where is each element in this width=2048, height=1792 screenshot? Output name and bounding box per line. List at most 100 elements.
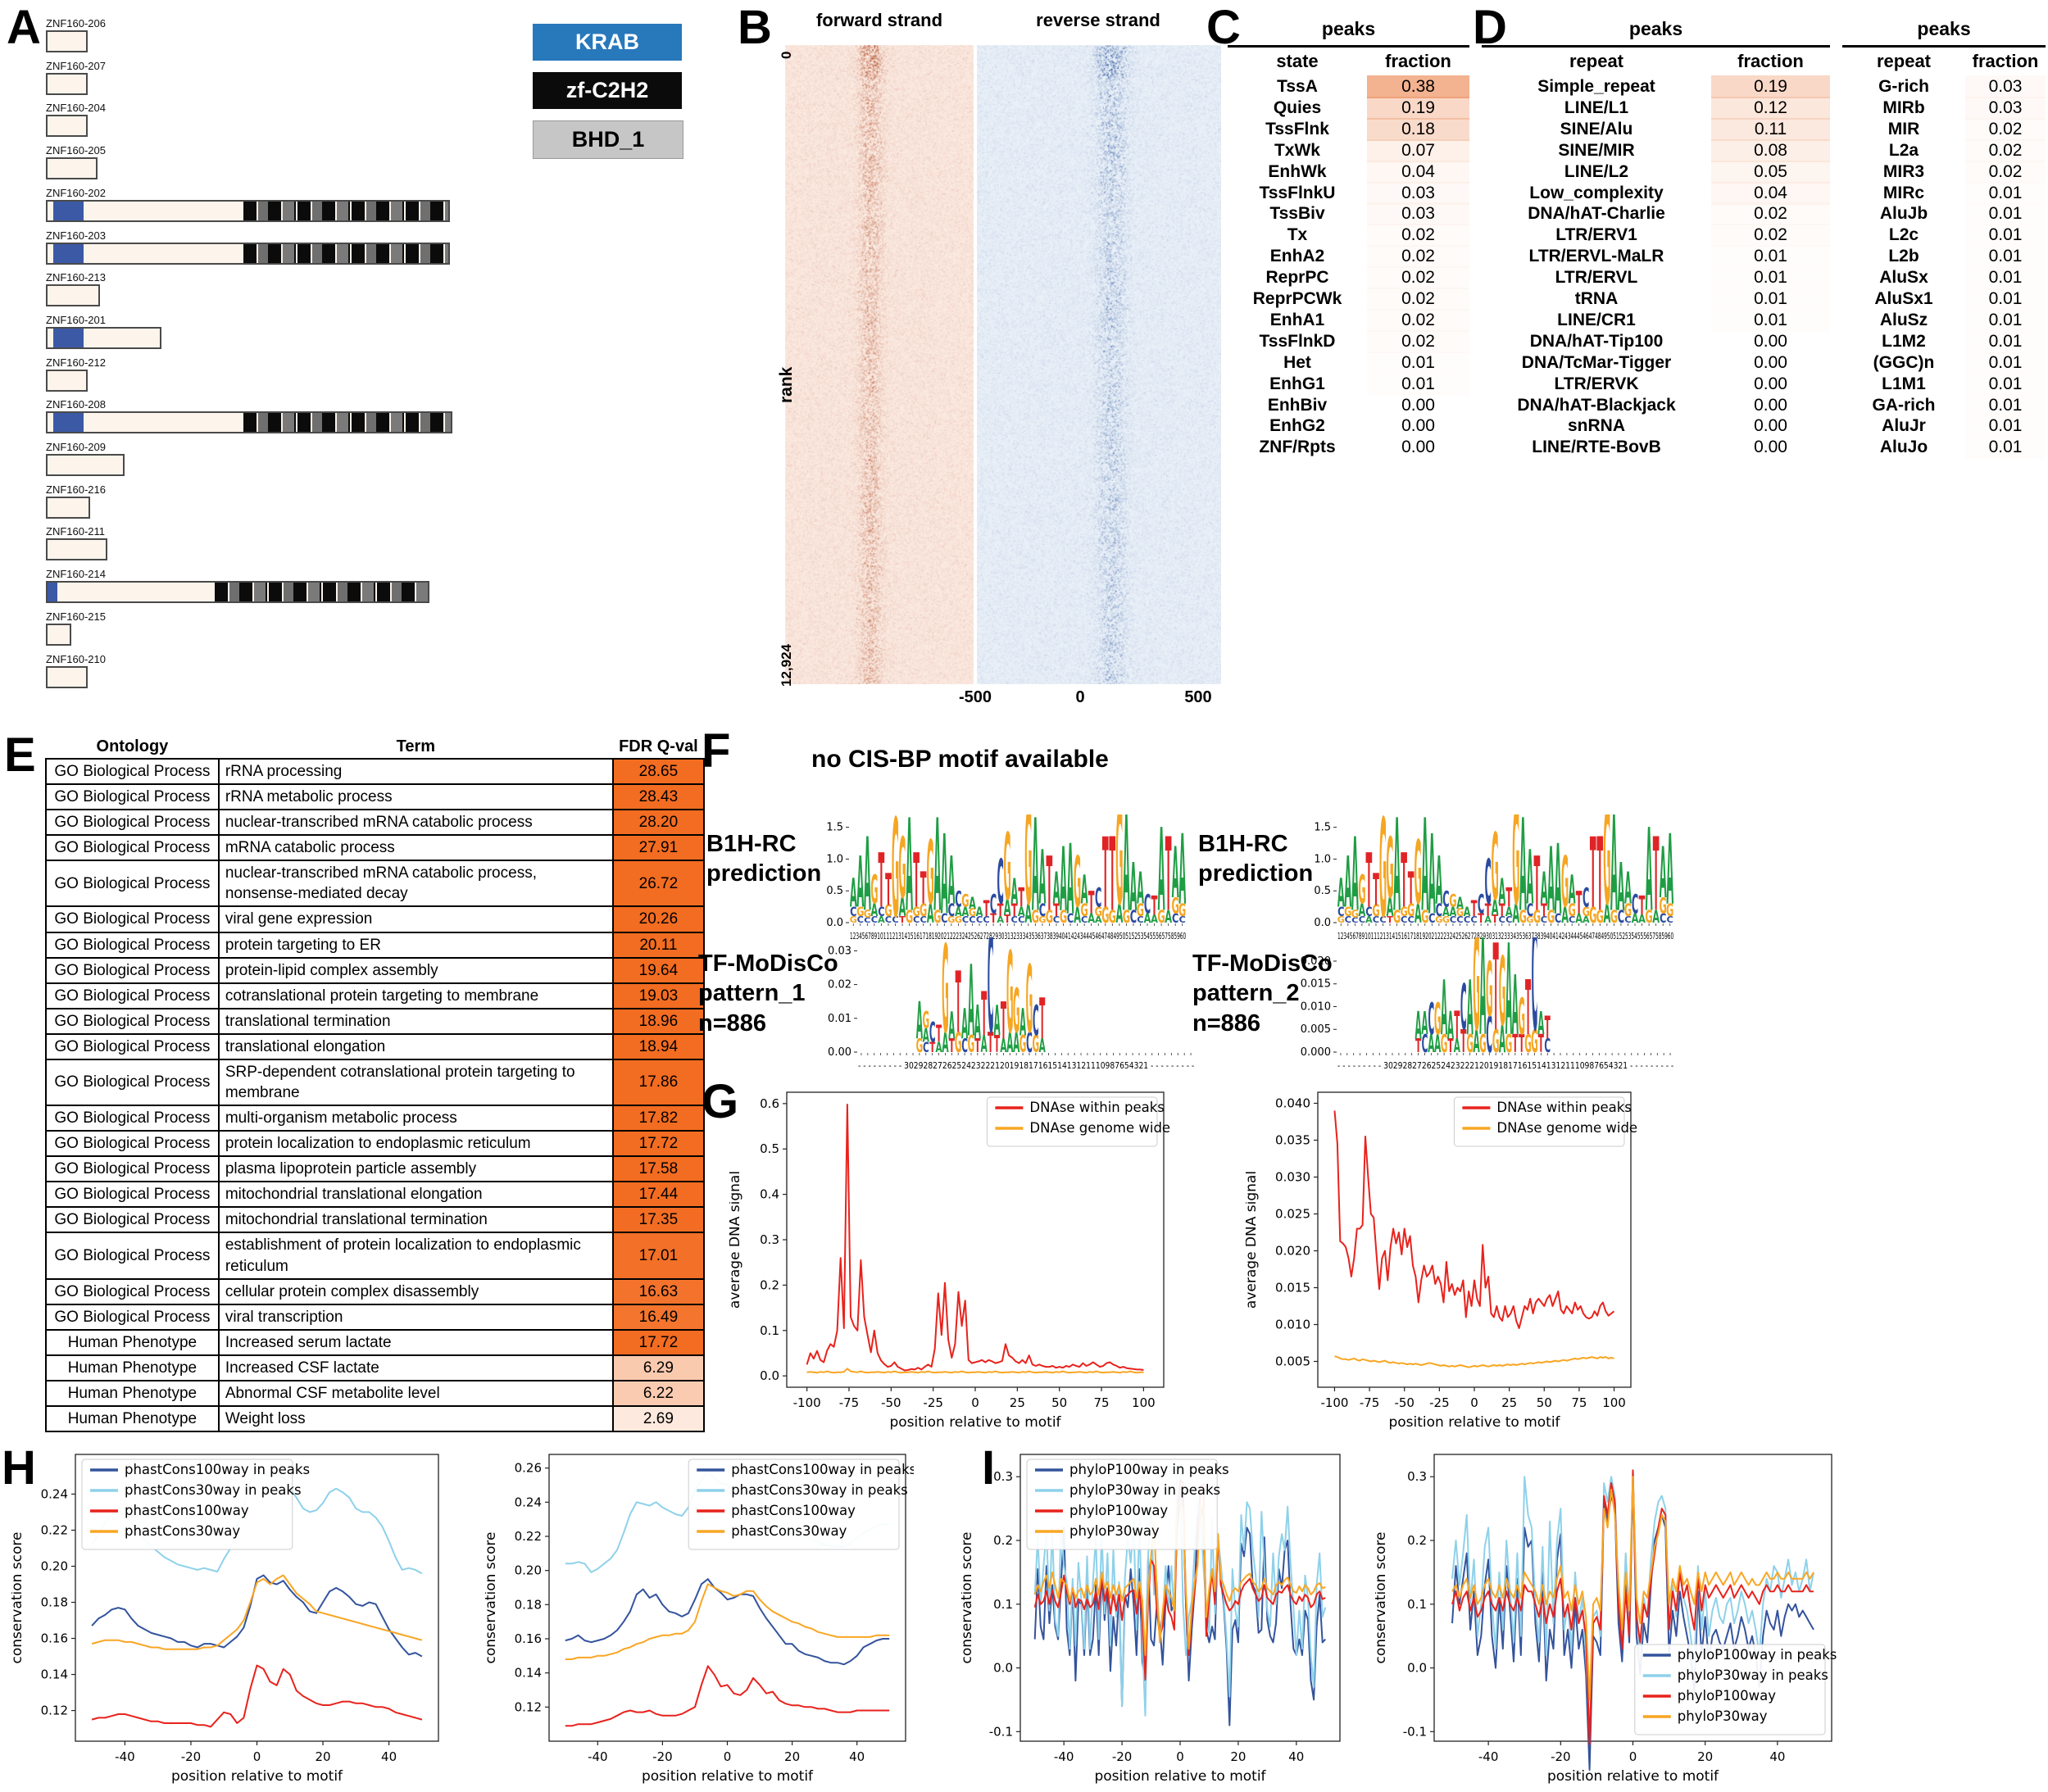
svg-text:1.0: 1.0 <box>1314 853 1331 865</box>
svg-text:100: 100 <box>1602 1395 1626 1410</box>
ontology-cell: GO Biological Process <box>46 835 219 860</box>
svg-text:T: T <box>1576 884 1583 921</box>
svg-text:conservation score: conservation score <box>485 1532 499 1664</box>
fdr-qval-cell: 26.72 <box>613 860 704 906</box>
svg-text:A: A <box>1010 872 1018 912</box>
ontology-cell: GO Biological Process <box>46 1059 219 1105</box>
row-label: AluJr <box>1842 416 1965 436</box>
term-cell: mRNA catabolic process <box>219 835 613 860</box>
row-label: LTR/ERVL-MaLR <box>1482 247 1711 266</box>
row-fraction-value: 0.02 <box>1367 330 1469 353</box>
row-label: Tx <box>1228 225 1367 245</box>
go-table-row: Human Phenotype Weight loss 2.69 <box>46 1406 704 1431</box>
svg-text:0.015: 0.015 <box>1301 978 1331 991</box>
svg-text:1.0: 1.0 <box>826 853 843 865</box>
svg-text:A: A <box>1498 872 1505 912</box>
svg-text:phastCons30way in peaks: phastCons30way in peaks <box>125 1482 302 1498</box>
fdr-qval-cell: 17.01 <box>613 1232 704 1278</box>
fdr-qval-cell: 18.94 <box>613 1034 704 1059</box>
go-table-header-row: Ontology Term FDR Q-val <box>46 736 704 759</box>
protein-segment <box>48 413 53 432</box>
svg-text:A: A <box>1569 869 1576 914</box>
row-label: LTR/ERVK <box>1482 374 1711 394</box>
svg-text:A: A <box>1337 872 1345 917</box>
dnase-signal-chart-right: 0.005 0.010 0.015 0.020 0.025 0.030 0.035 0.040… <box>1246 1086 1639 1442</box>
svg-text:20: 20 <box>315 1749 330 1764</box>
ontology-cell: GO Biological Process <box>46 1131 219 1156</box>
svg-text:0: 0 <box>1470 1395 1478 1410</box>
chart-h2-svg: 0.120.140.160.180.200.220.240.26-40 -20 0 2… <box>485 1448 914 1792</box>
row-fraction-value: 0.19 <box>1367 97 1469 120</box>
protein-segment <box>48 75 86 93</box>
row-label: GA-rich <box>1842 396 1965 415</box>
isoform-name: ZNF160-204 <box>46 102 106 114</box>
heatmap-xtick-neg500: -500 <box>959 688 992 707</box>
domain-legend: KRAB zf-C2H2 BHD_1 <box>533 24 682 163</box>
phylop-chart-right: -0.1 0.0 0.1 0.2 0.3 -40 -20 0 20 40 position rela… <box>1375 1448 1840 1792</box>
svg-text:0.5: 0.5 <box>760 1141 779 1156</box>
term-cell: mitochondrial translational termination <box>219 1207 613 1232</box>
row-fraction-value: 0.01 <box>1965 415 2046 438</box>
svg-text:conservation score: conservation score <box>11 1532 25 1664</box>
svg-text:A: A <box>850 872 857 917</box>
go-table-row: GO Biological Process nuclear-transcribed… <box>46 860 704 906</box>
peaks-table-title: peaks <box>1228 18 1469 40</box>
row-fraction-value: 0.03 <box>1367 202 1469 225</box>
row-label: L1M1 <box>1842 374 1965 394</box>
go-table-row: GO Biological Process cellular protein co… <box>46 1279 704 1304</box>
svg-text:0.015: 0.015 <box>1275 1281 1310 1295</box>
svg-text:A: A <box>1081 869 1088 914</box>
svg-text:A: A <box>1137 864 1144 914</box>
svg-text:A: A <box>1666 814 1673 927</box>
go-table-row: GO Biological Process multi-organism meta… <box>46 1105 704 1131</box>
isoform-name: ZNF160-212 <box>46 356 106 369</box>
krab-domain <box>53 202 84 220</box>
svg-text:0.3: 0.3 <box>760 1232 779 1247</box>
row-label: LINE/L2 <box>1482 162 1711 182</box>
svg-text:phastCons100way: phastCons100way <box>125 1503 249 1518</box>
row-label: TssFlnkD <box>1228 332 1367 352</box>
term-cell: viral transcription <box>219 1304 613 1330</box>
logo-position-axis: - - - - - - - - - 3029282726252423222120… <box>858 1060 1194 1071</box>
svg-text:T: T <box>1088 884 1095 921</box>
row-fraction-value: 0.04 <box>1367 161 1469 184</box>
b1h-label-left-line2: prediction <box>706 859 821 888</box>
row-label: tRNA <box>1482 289 1711 309</box>
svg-text:T: T <box>1454 1004 1460 1048</box>
protein-segment <box>48 498 89 517</box>
row-label: AluSx <box>1842 268 1965 288</box>
svg-text:A: A <box>1456 894 1464 913</box>
svg-text:position relative to motif: position relative to motif <box>1547 1768 1719 1785</box>
term-cell: nuclear-transcribed mRNA catabolic proce… <box>219 810 613 835</box>
svg-text:T: T <box>1653 816 1660 928</box>
fdr-qval-cell: 17.72 <box>613 1131 704 1156</box>
svg-text:position relative to motif: position relative to motif <box>1388 1414 1560 1431</box>
forward-strand-title: forward strand <box>816 10 942 31</box>
term-cell: rRNA processing <box>219 759 613 784</box>
svg-text:A: A <box>1421 814 1428 928</box>
term-cell: protein-lipid complex assembly <box>219 958 613 983</box>
svg-text:DNAse genome wide: DNAse genome wide <box>1496 1120 1637 1136</box>
svg-text:40: 40 <box>849 1749 865 1764</box>
column-header-repeat: repeat <box>1842 51 1965 72</box>
row-label: EnhBiv <box>1228 396 1367 415</box>
b1h-label-left: B1H-RC prediction <box>706 829 821 889</box>
term-cell: protein localization to endoplasmic reti… <box>219 1131 613 1156</box>
protein-segment <box>57 583 215 601</box>
protein-segment <box>48 668 86 687</box>
b1h-label-right-line2: prediction <box>1198 859 1313 888</box>
svg-text:A: A <box>1393 814 1401 928</box>
svg-text:C: C <box>1144 889 1151 919</box>
protein-segment <box>48 286 98 305</box>
fdr-qval-cell: 18.96 <box>613 1009 704 1034</box>
row-label: DNA/TcMar-Tigger <box>1482 353 1711 373</box>
row-fraction-value: 0.00 <box>1367 394 1469 417</box>
svg-text:phyloP100way in peaks: phyloP100way in peaks <box>1069 1462 1229 1477</box>
svg-text:0.020: 0.020 <box>1301 955 1331 968</box>
protein-segment <box>48 202 53 220</box>
svg-text:position relative to motif: position relative to motif <box>642 1768 814 1785</box>
chart-i2-svg: -0.10.00.10.20.3-40 -20 0 20 40position rela… <box>1375 1448 1840 1792</box>
svg-text:0.1: 0.1 <box>993 1597 1013 1612</box>
go-table-row: GO Biological Process translational termi… <box>46 1009 704 1034</box>
svg-text:A: A <box>856 842 864 924</box>
